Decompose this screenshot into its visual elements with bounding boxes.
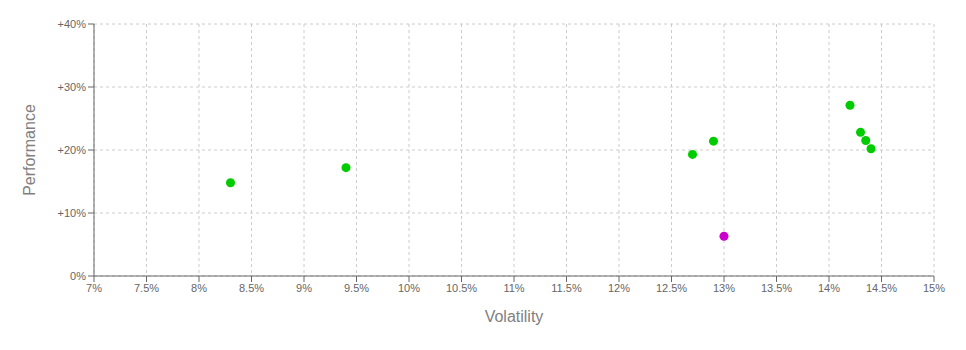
svg-text:+30%: +30%	[58, 81, 87, 93]
svg-text:14%: 14%	[818, 282, 840, 294]
svg-text:13.5%: 13.5%	[761, 282, 792, 294]
svg-text:+20%: +20%	[58, 144, 87, 156]
svg-text:13%: 13%	[713, 282, 735, 294]
svg-text:10%: 10%	[398, 282, 420, 294]
svg-text:Volatility: Volatility	[485, 308, 544, 325]
svg-text:0%: 0%	[70, 270, 86, 282]
svg-text:9.5%: 9.5%	[344, 282, 369, 294]
svg-text:7.5%: 7.5%	[134, 282, 159, 294]
svg-text:11%: 11%	[503, 282, 524, 294]
svg-text:12%: 12%	[608, 282, 630, 294]
svg-text:+40%: +40%	[58, 18, 87, 30]
svg-text:15%: 15%	[923, 282, 945, 294]
svg-text:12.5%: 12.5%	[656, 282, 687, 294]
svg-text:9%: 9%	[296, 282, 312, 294]
svg-text:+10%: +10%	[58, 207, 87, 219]
svg-text:8.5%: 8.5%	[239, 282, 264, 294]
svg-text:7%: 7%	[86, 282, 102, 294]
svg-text:14.5%: 14.5%	[866, 282, 897, 294]
svg-text:10.5%: 10.5%	[446, 282, 477, 294]
svg-text:Performance: Performance	[21, 104, 38, 196]
svg-text:8%: 8%	[191, 282, 207, 294]
svg-text:11.5%: 11.5%	[551, 282, 582, 294]
